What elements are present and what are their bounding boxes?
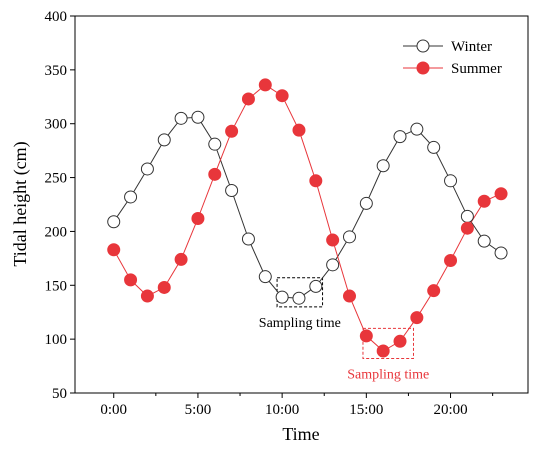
data-point-summer — [460, 221, 474, 235]
x-tick-label: 5:00 — [185, 402, 212, 418]
y-tick-label: 100 — [45, 332, 68, 348]
series-lines — [113, 84, 502, 352]
x-tick-label: 0:00 — [100, 402, 127, 418]
legend-label-winter: Winter — [451, 39, 492, 55]
sampling-time-box — [276, 277, 324, 308]
data-point-summer — [107, 243, 121, 257]
data-point-winter — [225, 183, 239, 197]
data-point-winter — [477, 234, 491, 248]
data-point-summer — [275, 89, 289, 103]
sampling-time-label: Sampling time — [259, 316, 341, 331]
data-point-winter — [174, 111, 188, 125]
data-point-winter — [258, 270, 272, 284]
data-point-winter — [359, 196, 373, 210]
sampling-time-label: Sampling time — [347, 368, 429, 383]
legend-marker-summer — [416, 61, 430, 75]
y-tick-label: 200 — [45, 224, 68, 240]
data-point-summer — [427, 284, 441, 298]
data-point-winter — [140, 162, 154, 176]
annotation-labels: Sampling time Sampling time — [259, 316, 429, 383]
data-point-summer — [477, 194, 491, 208]
data-point-winter — [410, 122, 424, 136]
data-point-winter — [494, 246, 508, 260]
data-point-summer — [157, 280, 171, 294]
data-point-winter — [460, 209, 474, 223]
y-tick-label: 350 — [45, 63, 68, 79]
data-point-summer — [444, 254, 458, 268]
data-point-summer — [342, 289, 356, 303]
data-point-summer — [359, 329, 373, 343]
data-point-winter — [342, 230, 356, 244]
legend-label-summer: Summer — [451, 61, 502, 77]
x-tick-label: 20:00 — [433, 402, 467, 418]
data-point-summer — [140, 289, 154, 303]
data-point-summer — [258, 78, 272, 92]
data-point-winter — [107, 215, 121, 229]
data-point-summer — [225, 124, 239, 138]
data-point-winter — [393, 130, 407, 144]
axis-ticks: 50 100 150 200 250 300 350 400 0:00 5:00 10:00 15:0… — [45, 9, 494, 418]
data-point-summer — [393, 334, 407, 348]
data-point-summer — [174, 252, 188, 266]
data-point-winter — [275, 290, 289, 304]
y-tick-label: 400 — [45, 9, 68, 25]
legend: Winter Summer — [403, 39, 502, 77]
annotation-boxes — [276, 277, 414, 360]
series-markers — [107, 78, 508, 358]
series-line-winter — [113, 116, 502, 299]
plot-frame — [74, 15, 529, 394]
series-line-summer — [113, 84, 502, 352]
data-point-winter — [191, 110, 205, 124]
data-point-summer — [241, 92, 255, 106]
sampling-time-box — [362, 327, 414, 360]
x-axis-label: Time — [282, 424, 319, 444]
y-tick-label: 250 — [45, 171, 68, 187]
y-tick-label: 50 — [52, 386, 67, 402]
data-point-winter — [427, 140, 441, 154]
data-point-summer — [292, 123, 306, 137]
data-point-summer — [191, 212, 205, 226]
x-tick-label: 10:00 — [265, 402, 299, 418]
data-point-summer — [208, 167, 222, 181]
data-point-winter — [326, 258, 340, 272]
y-axis-label: Tidal height (cm) — [10, 141, 31, 266]
data-point-winter — [124, 190, 138, 204]
data-point-winter — [208, 137, 222, 151]
data-point-summer — [326, 233, 340, 247]
data-point-winter — [241, 232, 255, 246]
data-point-summer — [309, 174, 323, 188]
data-point-winter — [376, 159, 390, 173]
data-point-winter — [292, 291, 306, 305]
x-tick-label: 15:00 — [349, 402, 383, 418]
y-tick-label: 150 — [45, 278, 68, 294]
data-point-summer — [410, 311, 424, 325]
legend-marker-winter — [416, 39, 430, 53]
data-point-summer — [494, 187, 508, 201]
data-point-summer — [124, 273, 138, 287]
data-point-winter — [444, 174, 458, 188]
data-point-winter — [157, 133, 171, 147]
y-tick-label: 300 — [45, 117, 68, 133]
data-point-summer — [376, 344, 390, 358]
data-point-winter — [309, 279, 323, 293]
